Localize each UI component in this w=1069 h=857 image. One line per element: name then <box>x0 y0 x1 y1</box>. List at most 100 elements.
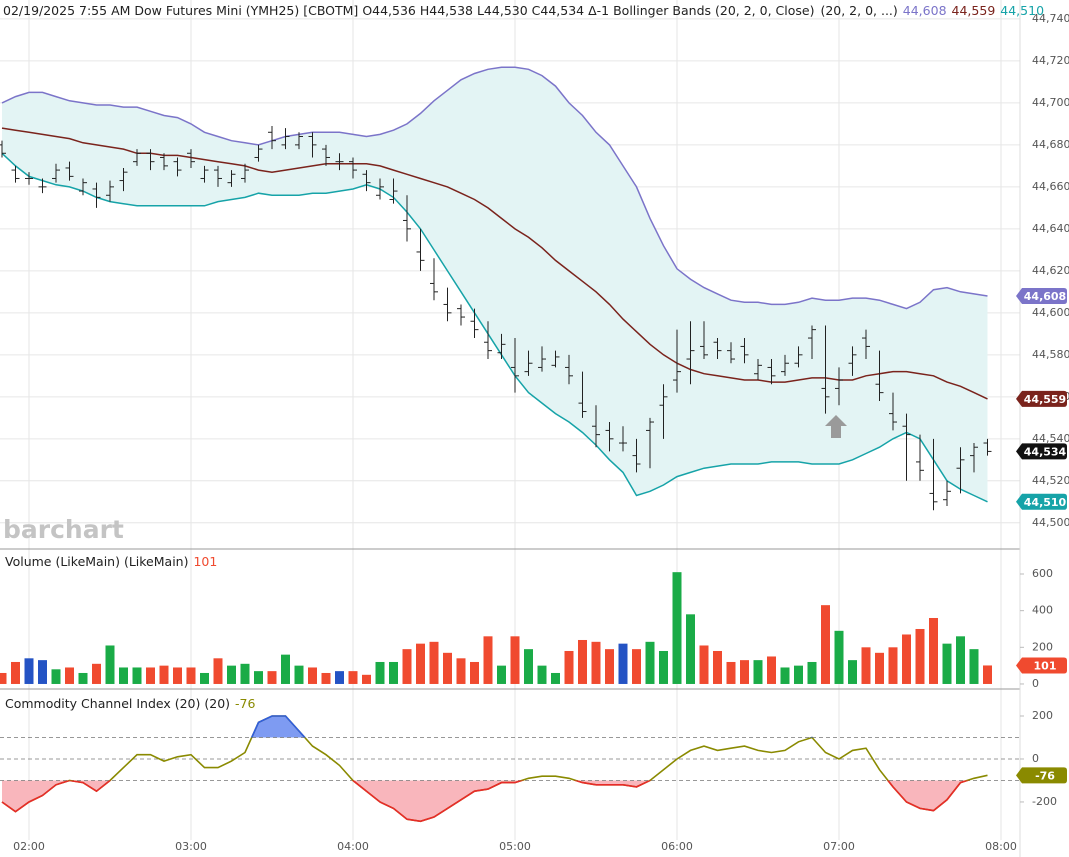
value-badge <box>1016 657 1067 674</box>
volume-bar <box>429 641 439 684</box>
y-tick-label: 44,580 <box>1032 348 1069 361</box>
cci-low-fill <box>2 780 988 822</box>
x-tick-label: 08:00 <box>985 840 1017 853</box>
band-value: 44,559 <box>952 3 996 18</box>
volume-bar <box>875 652 884 684</box>
band-line <box>1 66 988 310</box>
volume-bar <box>848 660 857 684</box>
volume-bar <box>956 636 965 684</box>
volume-bar <box>618 643 628 684</box>
volume-bar <box>78 672 88 684</box>
x-tick-label: 02:00 <box>13 840 45 853</box>
volume-bar <box>699 645 709 684</box>
volume-bar <box>0 672 7 684</box>
volume-bar <box>186 667 196 684</box>
volume-bar <box>740 660 749 684</box>
y-tick-label: 200 <box>1032 709 1053 722</box>
volume-bar <box>281 654 290 684</box>
x-tick-label: 05:00 <box>499 840 531 853</box>
volume-bar <box>551 672 560 684</box>
volume-bar <box>726 661 736 684</box>
volume-bar <box>929 617 938 684</box>
volume-bar <box>470 661 479 684</box>
volume-bar <box>510 636 520 684</box>
cci-line-high <box>250 715 814 738</box>
volume-bar <box>524 649 533 684</box>
volume-bar <box>65 667 74 684</box>
value-badge <box>1016 288 1067 305</box>
volume-bar <box>456 658 466 684</box>
volume-bar <box>605 649 614 684</box>
signal-arrow <box>825 415 847 438</box>
value-badge-label: 44,510 <box>1024 496 1067 509</box>
volume-bar <box>105 645 115 684</box>
volume-bar <box>375 661 385 684</box>
price-header: 02/19/2025 7:55 AM Dow Futures Mini (YMH… <box>3 3 1044 18</box>
volume-bar <box>389 661 398 684</box>
y-tick-label: 0 <box>1032 677 1039 690</box>
cci-line <box>1 715 988 823</box>
volume-bar <box>213 658 223 684</box>
x-tick-label: 07:00 <box>823 840 855 853</box>
band-line <box>1 152 988 503</box>
volume-bar <box>92 663 101 684</box>
volume-bar <box>834 630 844 684</box>
cci-title: Commodity Channel Index (20) (20) <box>5 696 230 711</box>
volume-bar <box>443 652 452 684</box>
volume-bar <box>659 650 668 684</box>
value-badge-label: 44,559 <box>1024 393 1066 406</box>
y-tick-label: 0 <box>1032 752 1039 765</box>
volume-bar <box>861 647 871 684</box>
band-fill <box>2 67 988 502</box>
x-tick-label: 04:00 <box>337 840 369 853</box>
volume-bar <box>51 669 61 684</box>
volume-bar <box>227 665 236 684</box>
y-tick-label: 44,680 <box>1032 138 1069 151</box>
value-badge-label: 101 <box>1034 659 1057 672</box>
volume-bar <box>294 665 304 684</box>
volume-bar <box>537 665 547 684</box>
volume-last: 101 <box>193 554 217 569</box>
cci-last: -76 <box>235 696 255 711</box>
volume-bar <box>267 671 277 684</box>
volume-bar <box>38 660 47 684</box>
cci-high-fill <box>251 716 305 738</box>
band-value: 44,510 <box>1000 3 1044 18</box>
cci-header: Commodity Channel Index (20) (20) -76 <box>5 696 255 711</box>
value-badge <box>1016 390 1067 407</box>
axes: 02:00 03:00 04:00 05:00 06:00 07:00 08:00 44,50… <box>13 12 1069 853</box>
band-value: 44,608 <box>903 3 947 18</box>
volume-bar <box>173 667 182 684</box>
volume-bar <box>146 667 155 684</box>
volume-bar <box>753 660 763 684</box>
volume-bar <box>821 605 830 684</box>
volume-bar <box>578 639 587 684</box>
volume-bar <box>983 665 992 684</box>
volume-bar <box>200 672 209 684</box>
y-tick-label: 44,740 <box>1032 12 1069 25</box>
y-tick-label: 600 <box>1032 567 1053 580</box>
volume-bar <box>497 665 506 684</box>
volume-bar <box>564 650 574 684</box>
volume-bar <box>767 656 776 684</box>
cci-line-low <box>1 780 970 823</box>
x-tick-label: 06:00 <box>661 840 693 853</box>
volume-bar <box>402 649 412 684</box>
value-badge-label: -76 <box>1035 769 1055 782</box>
volume-header: Volume (LikeMain) (LikeMain) 101 <box>5 554 217 569</box>
volume-bar <box>24 658 34 684</box>
volume-bar <box>483 636 493 684</box>
volume-bar <box>132 667 142 684</box>
volume-bar <box>888 647 898 684</box>
value-badge <box>1016 767 1067 784</box>
title: 02/19/2025 7:55 AM Dow Futures Mini (YMH… <box>3 3 358 18</box>
study-name: Bollinger Bands (20, 2, 0, Close) <box>613 3 814 18</box>
volume-bar <box>321 672 331 684</box>
y-tick-label: 44,620 <box>1032 264 1069 277</box>
value-badge-label: 44,534 <box>1024 445 1067 458</box>
volume-bar <box>119 667 128 684</box>
volume-bar <box>362 674 371 684</box>
y-tick-label: 44,600 <box>1032 306 1069 319</box>
band-line <box>1 127 988 400</box>
